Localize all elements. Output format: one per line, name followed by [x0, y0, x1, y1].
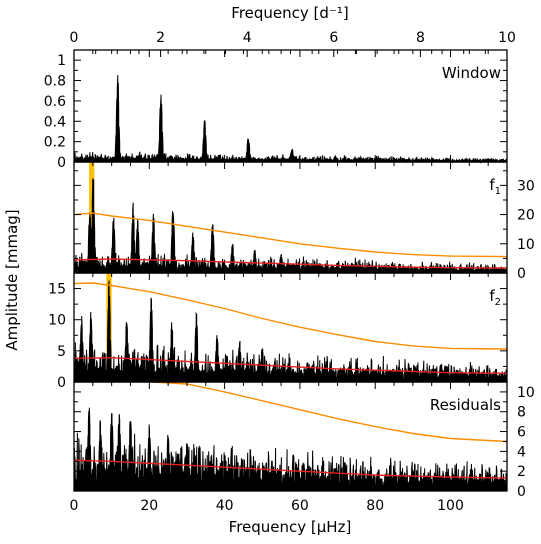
- noise-curve-2: [73, 258, 508, 269]
- y-tick-label: 0: [57, 155, 66, 171]
- x-top-tick-label: 0: [70, 30, 79, 46]
- y-tick-label: 10: [517, 385, 535, 401]
- y-tick-label: 15: [48, 282, 66, 298]
- x-top-tick-label: 4: [243, 30, 252, 46]
- tick-layer: [73, 49, 508, 492]
- x-bottom-tick-label: 80: [366, 498, 384, 514]
- noise-curve-3: [73, 356, 508, 374]
- noise-curve-4: [73, 459, 508, 479]
- panel-label-2: f1: [489, 176, 501, 197]
- x-top-tick-label: 10: [498, 30, 516, 46]
- x-bottom-tick-label: 100: [437, 498, 464, 514]
- y-tick-label: 10: [517, 237, 535, 253]
- significance-curve-4: [153, 381, 508, 443]
- spectrum-trace-3: [73, 280, 508, 383]
- panel-label-4: Residuals: [430, 396, 501, 414]
- y-tick-label: 0: [57, 375, 66, 391]
- y-tick-label: 6: [517, 425, 526, 441]
- y-tick-label: 0.6: [44, 94, 66, 110]
- x-bottom-tick-label: 60: [291, 498, 309, 514]
- y-tick-label: 8: [517, 405, 526, 421]
- y-tick-label: 10: [48, 313, 66, 329]
- spectrum-layer: [73, 75, 508, 492]
- y-tick-label: 20: [517, 208, 535, 224]
- y-tick-label: 1: [57, 53, 66, 69]
- x-bottom-tick-label: 0: [70, 498, 79, 514]
- y-tick-label: 0: [517, 484, 526, 500]
- y-tick-label: 0: [517, 266, 526, 282]
- spectrum-trace-1: [73, 75, 508, 164]
- x-top-tick-label: 2: [156, 30, 165, 46]
- y-tick-label: 4: [517, 444, 526, 460]
- y-tick-label: 0.8: [44, 74, 66, 90]
- x-top-tick-label: 8: [416, 30, 425, 46]
- panel-frame-4: [73, 381, 508, 492]
- x-bottom-tick-label: 20: [140, 498, 158, 514]
- panel-label-subscript: 1: [495, 186, 501, 197]
- significance-curve-2: [73, 212, 508, 258]
- spectrum-trace-4: [73, 407, 508, 492]
- y-tick-label: 0.2: [44, 135, 66, 151]
- panel-label-1: Window: [442, 64, 501, 82]
- bottom-axis-title: Frequency [μHz]: [229, 518, 352, 536]
- y-tick-label: 30: [517, 178, 535, 194]
- y-tick-label: 0.4: [44, 114, 66, 130]
- panel-label-subscript: 2: [495, 297, 501, 308]
- spectrum-trace-2: [73, 178, 508, 274]
- curve-layer: [73, 212, 508, 479]
- x-top-tick-label: 6: [329, 30, 338, 46]
- top-axis-title: Frequency [d⁻¹]: [231, 4, 348, 22]
- x-bottom-tick-label: 40: [216, 498, 234, 514]
- y-tick-label: 2: [517, 464, 526, 480]
- panel-label-3: f2: [489, 287, 501, 308]
- y-tick-label: 5: [57, 344, 66, 360]
- significance-curve-3: [73, 282, 508, 350]
- y-axis-title: Amplitude [mmag]: [3, 209, 21, 350]
